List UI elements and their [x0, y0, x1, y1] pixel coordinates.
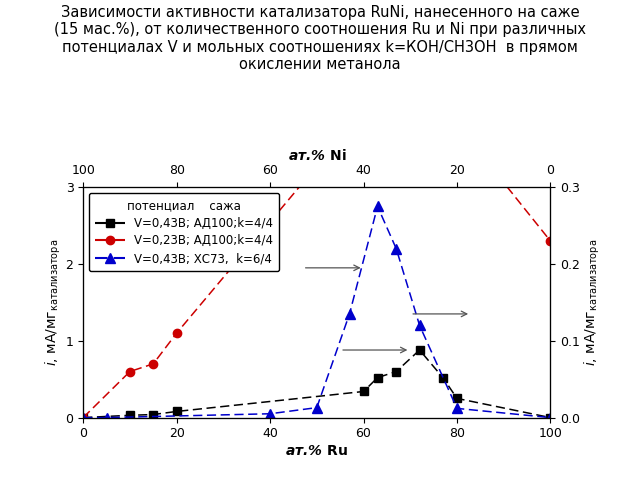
- X-axis label: ат.% $\mathbf{Ru}$: ат.% $\mathbf{Ru}$: [285, 444, 348, 458]
- Y-axis label: $i$, мА/мг$_{\mathregular{катализатора}}$: $i$, мА/мг$_{\mathregular{катализатора}}…: [44, 239, 63, 366]
- Legend: V=0,43В; АД100;k=4/4, V=0,23В; АД100;k=4/4, V=0,43В; ХС73,  k=6/4: V=0,43В; АД100;k=4/4, V=0,23В; АД100;k=4…: [89, 193, 279, 271]
- X-axis label: ат.% $\mathbf{Ni}$: ат.% $\mathbf{Ni}$: [287, 148, 346, 163]
- Text: Зависимости активности катализатора RuNi, нанесенного на саже
(15 мас.%), от кол: Зависимости активности катализатора RuNi…: [54, 5, 586, 72]
- Y-axis label: $i$, мА/мг$_{\mathregular{катализатора}}$: $i$, мА/мг$_{\mathregular{катализатора}}…: [583, 239, 602, 366]
